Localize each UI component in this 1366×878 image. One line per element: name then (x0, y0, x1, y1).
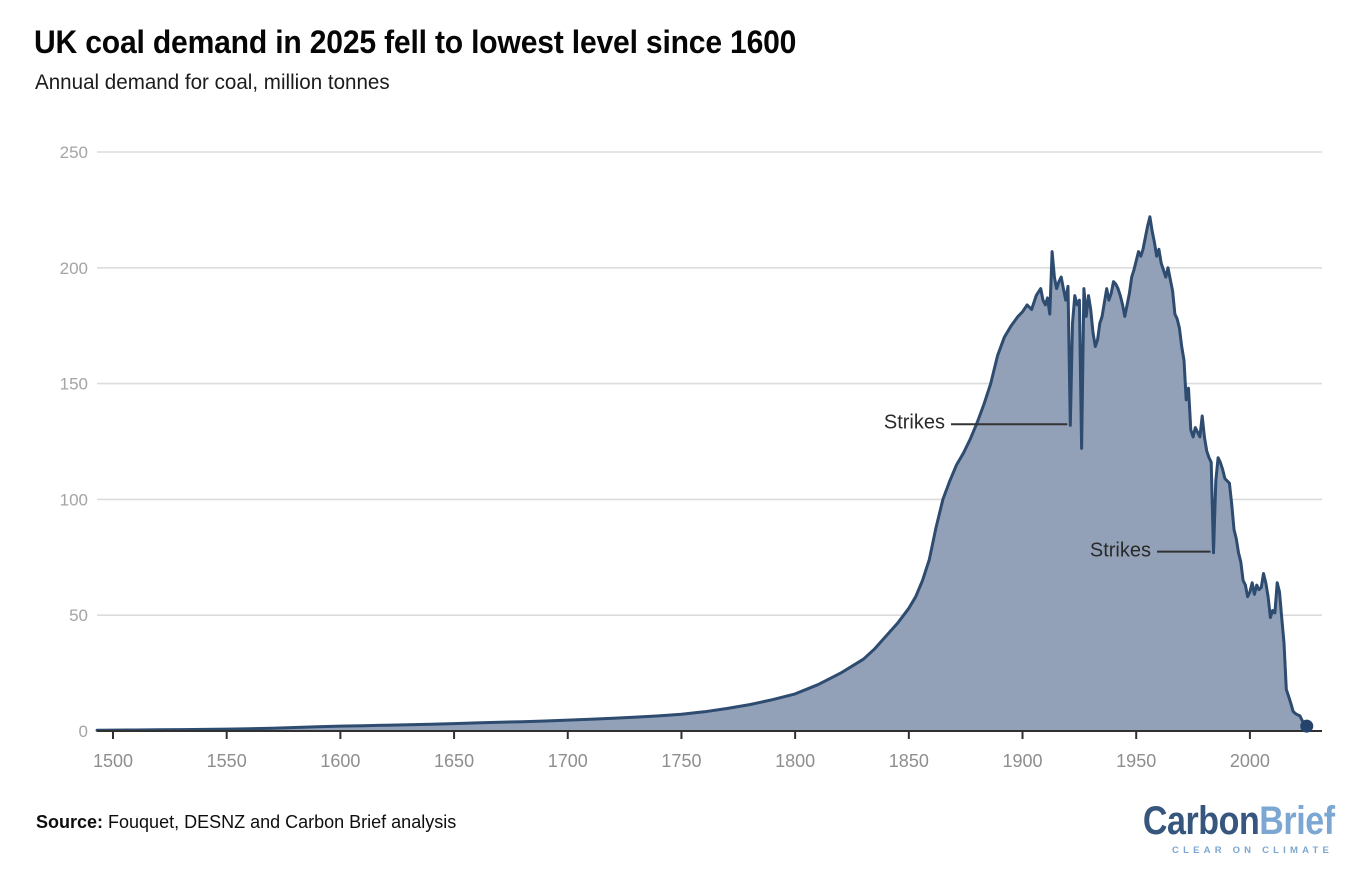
x-tick-label-1500: 1500 (93, 751, 133, 771)
x-tick-label-1550: 1550 (207, 751, 247, 771)
x-tick-label-1650: 1650 (434, 751, 474, 771)
end-point-dot-2025 (1300, 719, 1314, 733)
x-tick-label-1950: 1950 (1116, 751, 1156, 771)
x-tick-label-1900: 1900 (1002, 751, 1042, 771)
x-tick-label-1750: 1750 (661, 751, 701, 771)
x-tick-label-1600: 1600 (320, 751, 360, 771)
coal-demand-line (95, 215, 1309, 732)
y-tick-label-0: 0 (79, 722, 88, 741)
annotation-strikes-1920s-label: Strikes (883, 411, 945, 434)
x-tick-label-1700: 1700 (548, 751, 588, 771)
x-tick-label-1800: 1800 (775, 751, 815, 771)
y-tick-label-200: 200 (60, 259, 88, 278)
carbonbrief-logo: CarbonBrief CLEAR ON CLIMATE (1109, 801, 1335, 856)
source-line: Source: Fouquet, DESNZ and Carbon Brief … (36, 812, 456, 833)
chart-subtitle: Annual demand for coal, million tonnes (35, 71, 390, 94)
coal-demand-area (97, 216, 1307, 732)
logo-brief-text: Brief (1259, 799, 1336, 843)
carbonbrief-wordmark: CarbonBrief (1143, 801, 1335, 841)
annotation-strikes-1984-label: Strikes (1089, 539, 1151, 562)
y-tick-label-150: 150 (60, 375, 88, 394)
x-tick-label-1850: 1850 (889, 751, 929, 771)
y-tick-label-250: 250 (60, 143, 88, 162)
y-tick-label-100: 100 (60, 490, 88, 509)
source-label: Source: (36, 812, 104, 832)
source-text: Fouquet, DESNZ and Carbon Brief analysis (103, 812, 457, 832)
y-tick-label-50: 50 (69, 606, 88, 625)
logo-carbon-text: Carbon (1143, 799, 1260, 843)
x-tick-label-2000: 2000 (1230, 751, 1270, 771)
chart-title: UK coal demand in 2025 fell to lowest le… (34, 24, 797, 60)
logo-tagline: CLEAR ON CLIMATE (1172, 845, 1333, 856)
